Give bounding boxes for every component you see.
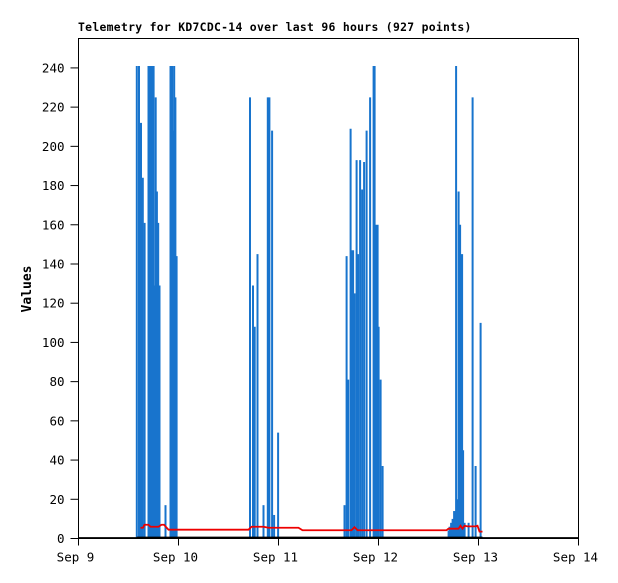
- x-tick-label: Sep 12: [353, 550, 398, 565]
- y-tick-label: 200: [42, 139, 65, 154]
- y-axis-ticks: 0 20 40 60 80 100 120 140 160 180 200 220 240: [42, 60, 79, 546]
- y-axis-label: Values: [20, 266, 35, 313]
- x-tick-label: Sep 9: [57, 550, 95, 565]
- y-tick-label: 0: [57, 531, 65, 546]
- y-tick-label: 80: [49, 374, 64, 389]
- x-tick-label: Sep 11: [253, 550, 298, 565]
- x-axis-ticks: Sep 9 Sep 10 Sep 11 Sep 12 Sep 13 Sep 14: [57, 538, 598, 565]
- line-series: [140, 523, 483, 533]
- y-tick-label: 20: [49, 492, 64, 507]
- y-tick-label: 180: [42, 178, 65, 193]
- line-series-group: [140, 523, 483, 533]
- y-tick-label: 120: [42, 296, 65, 311]
- y-tick-label: 240: [42, 60, 65, 75]
- y-tick-label: 140: [42, 256, 65, 271]
- bar-series-group: [135, 65, 482, 539]
- y-tick-label: 220: [42, 100, 65, 115]
- y-tick-label: 160: [42, 217, 65, 232]
- y-tick-label: 60: [49, 413, 64, 428]
- y-tick-label: 100: [42, 335, 65, 350]
- x-tick-label: Sep 14: [553, 550, 598, 565]
- y-tick-label: 40: [49, 453, 64, 468]
- x-tick-label: Sep 10: [153, 550, 198, 565]
- x-tick-label: Sep 13: [453, 550, 498, 565]
- chart-title: Telemetry for KD7CDC-14 over last 96 hou…: [78, 20, 472, 34]
